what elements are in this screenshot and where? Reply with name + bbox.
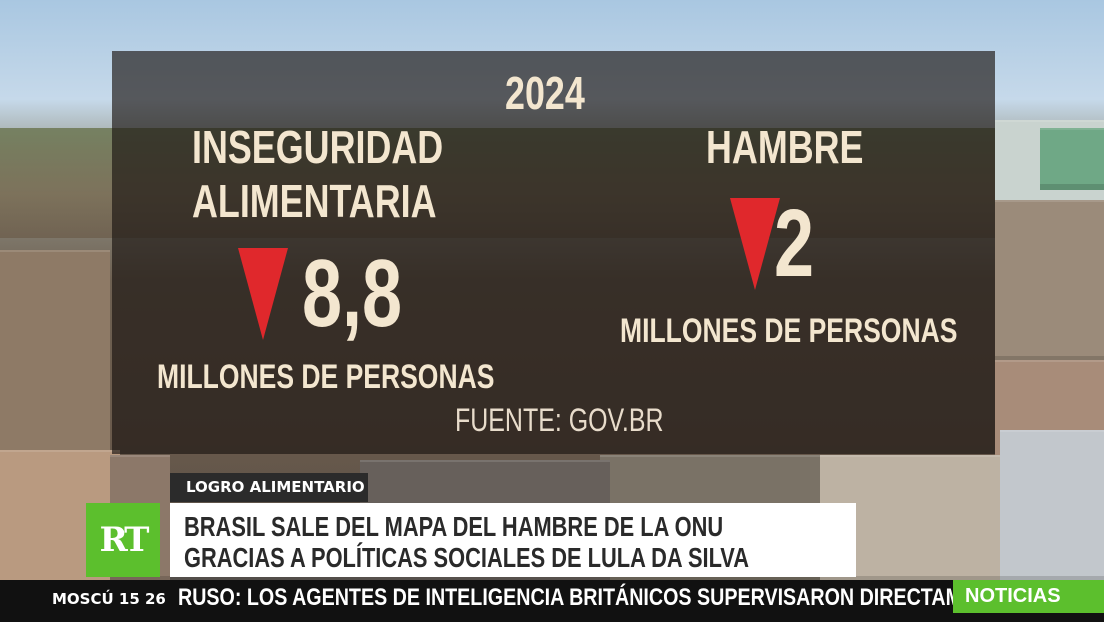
hunger-title: HAMBRE xyxy=(706,121,864,173)
hunger-value: 2 xyxy=(774,190,815,297)
down-triangle-icon xyxy=(730,198,780,290)
background-building xyxy=(1000,430,1104,582)
news-ticker-bar xyxy=(0,580,1104,622)
ticker-section-label: NOTICIAS xyxy=(953,580,1104,613)
lower-third-headline: BRASIL SALE DEL MAPA DEL HAMBRE DE LA ON… xyxy=(170,503,856,577)
food-insecurity-value: 8,8 xyxy=(302,240,403,347)
food-insecurity-title-line2: ALIMENTARIA xyxy=(192,175,437,227)
lower-third-tag: LOGRO ALIMENTARIO xyxy=(170,473,368,502)
infographic-source: FUENTE: GOV.BR xyxy=(455,402,664,438)
ticker-headline: RUSO: LOS AGENTES DE INTELIGENCIA BRITÁN… xyxy=(178,584,962,611)
background-building xyxy=(1040,128,1104,190)
headline-line1: BRASIL SALE DEL MAPA DEL HAMBRE DE LA ON… xyxy=(184,511,724,542)
background-building xyxy=(995,200,1104,362)
headline-line2: GRACIAS A POLÍTICAS SOCIALES DE LULA DA … xyxy=(184,542,750,573)
food-insecurity-title-line1: INSEGURIDAD xyxy=(192,121,444,173)
hunger-unit: MILLONES DE PERSONAS xyxy=(620,312,958,350)
infographic-year: 2024 xyxy=(505,67,585,119)
rt-logo: RT xyxy=(86,503,160,577)
ticker-clock: MOSCÚ 15 26 xyxy=(52,590,166,608)
food-insecurity-unit: MILLONES DE PERSONAS xyxy=(157,358,495,396)
down-triangle-icon xyxy=(238,248,288,340)
